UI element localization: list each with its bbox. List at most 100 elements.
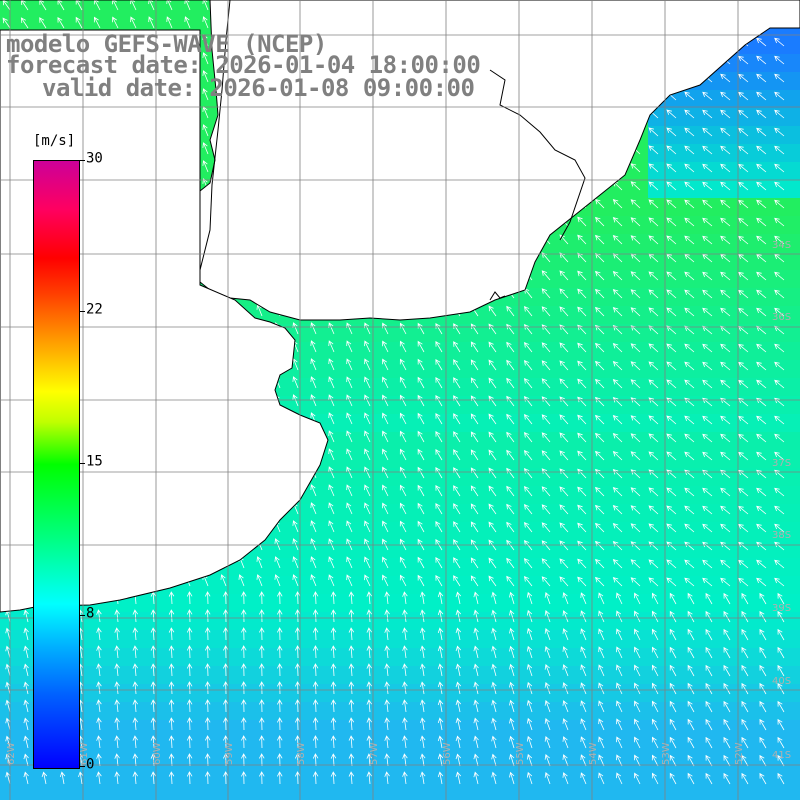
wind-arrow [562,736,569,749]
wind-arrow [648,145,659,155]
wind-arrow [705,610,713,623]
field-cell [108,630,127,649]
wind-arrow [491,771,497,785]
wind-arrow [470,413,479,425]
wind-arrow [684,163,695,173]
wind-arrow [544,699,551,713]
wind-arrow [684,307,695,317]
field-cell [630,792,649,800]
wind-arrow [684,235,695,245]
wind-arrow [544,627,551,641]
wind-arrow [453,359,461,371]
wind-arrow [666,109,677,119]
wind-arrow [651,646,659,659]
wind-arrow [241,753,247,767]
wind-arrow [509,717,515,731]
field-cell [378,684,397,703]
wind-arrow [132,627,139,641]
wind-arrow [720,127,731,137]
wind-arrow [453,413,461,425]
colorbar-tick-8: 8 [86,605,95,622]
wind-arrow [348,663,355,677]
wind-arrow [96,681,102,695]
wind-arrow [259,699,265,713]
wind-arrow [774,361,785,371]
field-cell [396,774,415,793]
field-cell [144,648,163,667]
field-cell [342,630,361,649]
wind-arrow [651,736,659,749]
wind-arrow [616,700,623,713]
field-cell [414,630,433,649]
wind-arrow [541,414,551,425]
colorbar-tick-30: 30 [86,150,103,167]
field-cell [360,720,379,739]
field-cell [342,684,361,703]
wind-arrow [364,412,371,425]
wind-arrow [364,340,371,353]
wind-arrow [648,415,659,425]
wind-arrow [630,289,641,299]
wind-arrow [399,574,407,587]
wind-arrow [756,235,767,245]
field-cell [306,720,325,739]
wind-arrow [577,288,587,299]
field-cell [216,756,235,775]
wind-arrow [594,360,605,371]
field-cell [792,432,800,451]
wind-arrow [648,451,659,461]
wind-arrow [723,592,731,605]
wind-arrow [488,323,497,335]
wind-arrow [594,432,605,443]
wind-arrow [417,448,425,461]
wind-arrow [720,271,731,281]
wind-arrow [541,540,551,551]
wind-arrow [702,433,713,443]
field-cell [162,612,181,631]
field-cell [360,738,379,757]
wind-arrow [616,772,623,785]
field-cell [378,666,397,685]
wind-arrow [612,235,623,245]
valid-date: valid date: 2026-01-08 09:00:00 [42,74,475,102]
wind-arrow [669,772,677,785]
wind-arrow [259,735,265,749]
field-cell [360,774,379,793]
field-cell [144,612,163,631]
wind-arrow [470,431,479,443]
wind-arrow [756,361,767,371]
wind-arrow [223,735,229,749]
wind-arrow [23,681,29,695]
wind-arrow [523,413,533,425]
wind-arrow [559,486,569,497]
wind-arrow [738,361,749,371]
wind-arrow [526,663,533,677]
wind-arrow [294,753,301,767]
wind-arrow [523,557,533,569]
wind-arrow [774,73,785,83]
field-cell [144,666,163,685]
wind-arrow [328,484,335,497]
field-cell [180,702,199,721]
wind-arrow [488,359,497,371]
wind-arrow [777,664,785,677]
wind-arrow [366,717,372,731]
wind-arrow [132,663,139,677]
wind-arrow [204,645,211,659]
wind-arrow [630,361,641,371]
longitude-label: 58W [296,742,307,765]
wind-arrow [630,433,641,443]
wind-arrow [577,234,587,245]
wind-arrow [648,181,659,191]
wind-arrow [506,413,515,425]
wind-arrow [630,217,641,227]
wind-arrow [202,160,209,173]
wind-arrow [384,771,390,785]
colorbar-unit: [m/s] [33,133,76,149]
wind-arrow [402,681,408,695]
wind-arrow [630,235,641,245]
wind-arrow [506,575,515,587]
wind-arrow [294,627,301,641]
field-cell [306,648,325,667]
wind-arrow [777,718,785,731]
